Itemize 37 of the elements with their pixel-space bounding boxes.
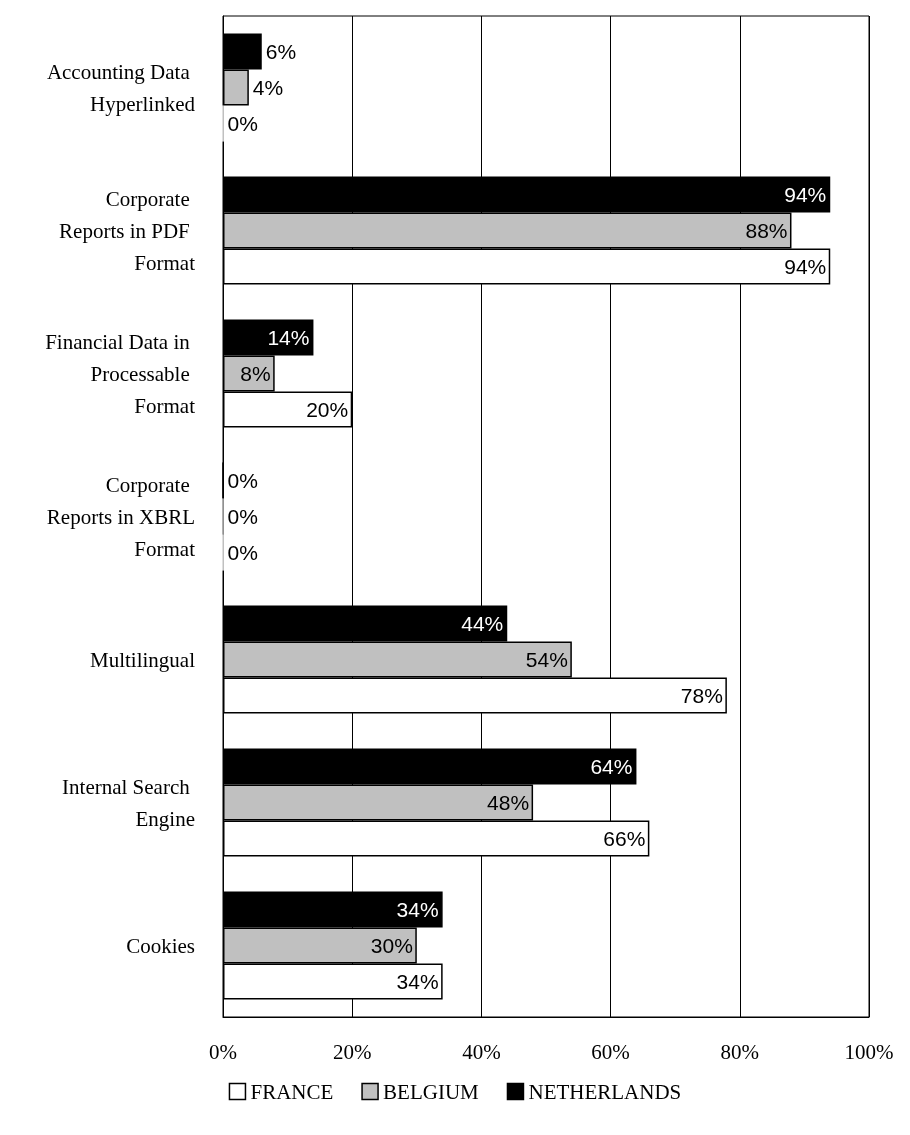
data-label: 30% xyxy=(370,934,413,957)
data-label: 0% xyxy=(227,505,258,528)
y-tick-label: Corporate Reports in XBRL Format xyxy=(46,472,196,561)
legend-label: NETHERLANDS xyxy=(528,1079,682,1104)
data-label: 54% xyxy=(525,648,568,671)
y-tick-label: Financial Data in Processable Format xyxy=(45,329,196,418)
data-label: 88% xyxy=(745,219,788,242)
data-label: 20% xyxy=(306,398,349,421)
data-label: 4% xyxy=(252,76,284,99)
x-tick-label: 0% xyxy=(209,1039,237,1064)
x-tick-label: 60% xyxy=(591,1039,630,1064)
data-label: 48% xyxy=(487,791,530,814)
legend-label: FRANCE xyxy=(250,1079,334,1104)
data-label: 94% xyxy=(784,255,827,278)
x-tick-label: 40% xyxy=(462,1039,501,1064)
data-label: 0% xyxy=(227,112,258,135)
data-label: 6% xyxy=(265,40,297,63)
data-label: 0% xyxy=(227,541,258,564)
y-tick-label: Cookies xyxy=(126,933,195,958)
data-label: 0% xyxy=(227,469,258,492)
data-label: 34% xyxy=(396,898,439,921)
data-label: 8% xyxy=(240,362,271,385)
data-label: 64% xyxy=(590,755,633,778)
x-tick-label: 80% xyxy=(720,1039,760,1064)
x-tick-label: 100% xyxy=(844,1039,894,1064)
data-label: 44% xyxy=(461,612,504,635)
data-label: 34% xyxy=(396,970,439,993)
y-tick-label: Corporate Reports in PDF Format xyxy=(59,186,196,275)
legend-label: BELGIUM xyxy=(383,1079,480,1104)
y-tick-label: Multilingual xyxy=(90,647,196,672)
data-label: 78% xyxy=(680,684,723,707)
x-tick-label: 20% xyxy=(332,1039,372,1064)
data-label: 66% xyxy=(603,827,646,850)
y-tick-label: Internal Search Engine xyxy=(62,774,195,831)
y-tick-label: Accounting Data Hyperlinked xyxy=(46,59,196,116)
data-label: 14% xyxy=(267,326,310,349)
data-label: 94% xyxy=(784,183,827,206)
